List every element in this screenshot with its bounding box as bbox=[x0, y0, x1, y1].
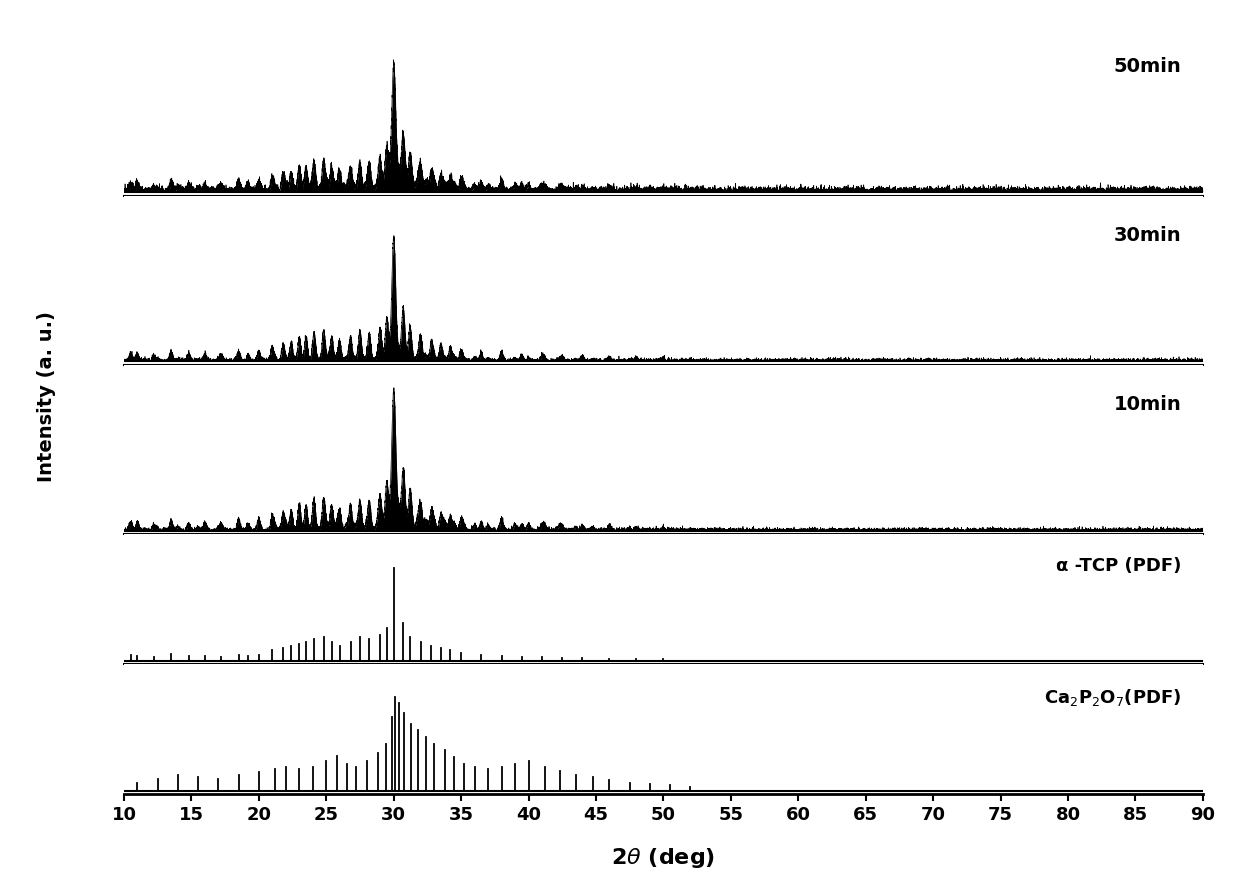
Text: 50min: 50min bbox=[1114, 57, 1182, 76]
Text: 2$\theta$ (deg): 2$\theta$ (deg) bbox=[611, 847, 715, 871]
Text: 10min: 10min bbox=[1114, 395, 1182, 414]
Text: 30min: 30min bbox=[1114, 226, 1182, 245]
Text: Intensity (a. u.): Intensity (a. u.) bbox=[37, 311, 56, 482]
Text: Ca$_2$P$_2$O$_7$(PDF): Ca$_2$P$_2$O$_7$(PDF) bbox=[1044, 687, 1182, 708]
Text: α -TCP (PDF): α -TCP (PDF) bbox=[1055, 557, 1182, 575]
